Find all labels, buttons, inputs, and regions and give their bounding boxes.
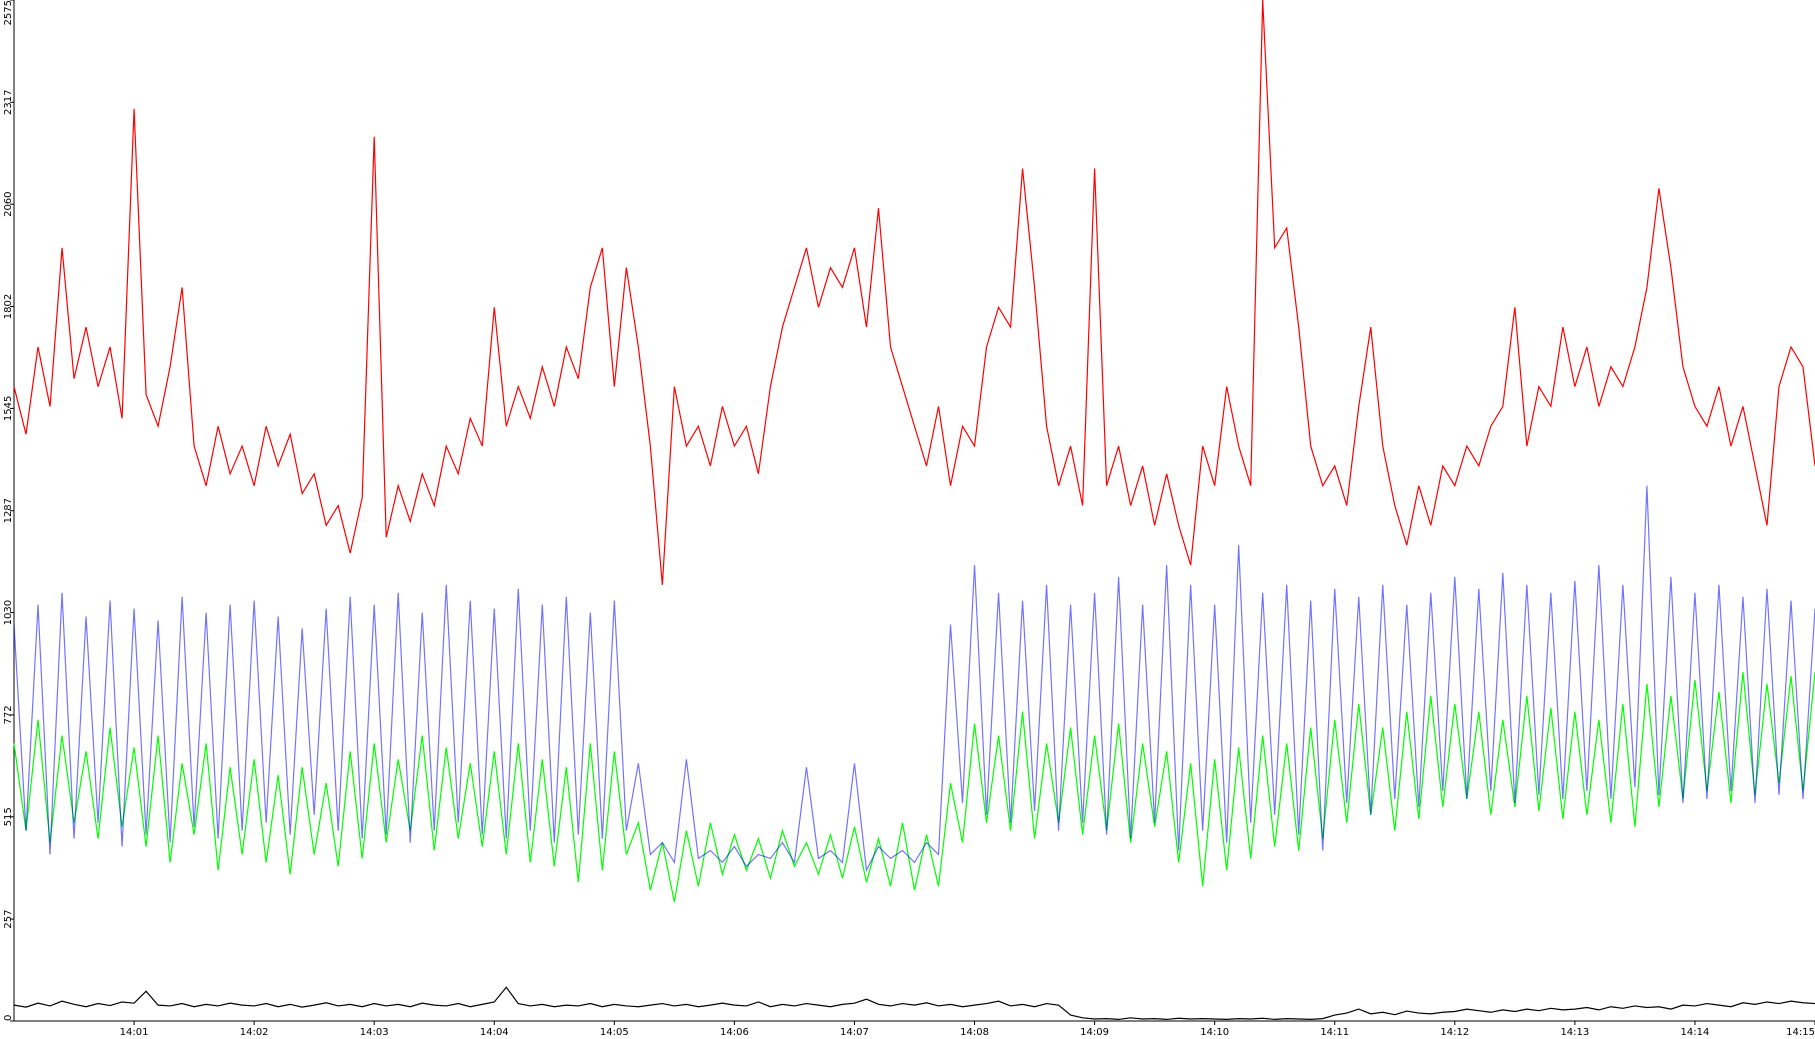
series-line [13,986,1815,1021]
x-tick-label: 14:15 [1786,1027,1815,1038]
x-tick-label: 14:03 [360,1027,389,1038]
x-tick-label: 14:12 [1440,1027,1469,1038]
series-line [13,485,1815,873]
x-tick-label: 14:02 [240,1027,269,1038]
x-tick-label: 14:04 [480,1027,509,1038]
series-line [13,672,1815,903]
y-tick-label: 1287 [3,498,14,523]
series-line [13,0,1815,585]
y-tick-label: 1802 [3,294,14,319]
x-tick-label: 14:14 [1681,1027,1710,1038]
x-tick-label: 14:07 [840,1027,869,1038]
y-tick-label: 515 [3,807,14,826]
x-tick-label: 14:06 [720,1027,749,1038]
y-tick-label: 2060 [3,191,14,216]
y-tick-label: 257 [3,910,14,929]
x-tick-label: 14:09 [1080,1027,1109,1038]
x-tick-label: 14:10 [1200,1027,1229,1038]
x-tick-label: 14:01 [120,1027,149,1038]
y-tick-label: 0 [3,1015,14,1021]
x-tick-label: 14:13 [1560,1027,1589,1038]
y-tick-label: 1545 [3,396,14,421]
x-tick-label: 14:08 [960,1027,989,1038]
y-tick-label: 772 [3,705,14,724]
y-tick-label: 2575 [3,0,14,25]
y-tick-label: 1030 [3,600,14,625]
x-tick-label: 14:05 [600,1027,629,1038]
y-tick-label: 2317 [3,90,14,115]
x-tick-label: 14:11 [1320,1027,1349,1038]
